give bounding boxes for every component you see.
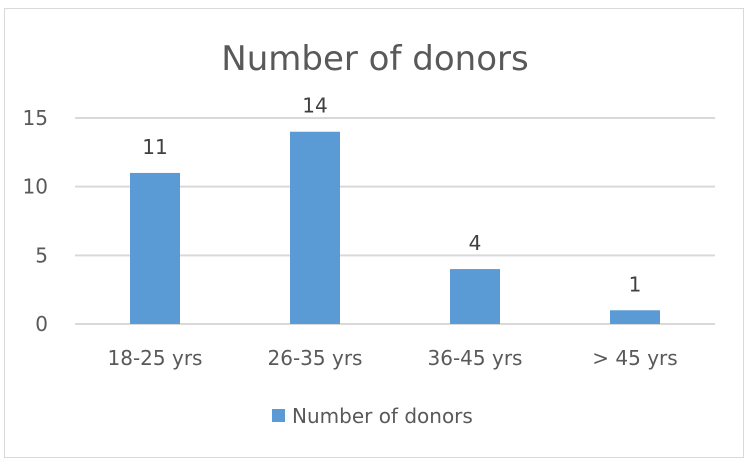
bars — [130, 131, 660, 324]
bar — [290, 131, 340, 324]
data-label: 1 — [629, 272, 642, 296]
data-labels: 11 14 4 1 — [142, 94, 641, 297]
x-axis-ticks: 18-25 yrs 26-35 yrs 36-45 yrs > 45 yrs — [108, 346, 678, 370]
legend-label: Number of donors — [292, 404, 473, 428]
x-tick-label: 26-35 yrs — [268, 346, 363, 370]
chart-frame — [4, 8, 744, 458]
y-tick-label: 5 — [35, 243, 48, 267]
y-tick-label: 10 — [23, 175, 48, 199]
gridlines — [75, 117, 715, 325]
data-label: 11 — [142, 135, 167, 159]
x-tick-label: 36-45 yrs — [428, 346, 523, 370]
x-tick-label: 18-25 yrs — [108, 346, 203, 370]
legend: Number of donors — [272, 404, 473, 428]
y-tick-label: 0 — [35, 312, 48, 336]
chart-title: Number of donors — [221, 39, 528, 79]
bar — [450, 269, 500, 324]
legend-swatch — [272, 409, 285, 422]
x-tick-label: > 45 yrs — [592, 346, 677, 370]
bar — [130, 172, 180, 324]
data-label: 4 — [469, 231, 482, 255]
y-axis-ticks: 0 5 10 15 — [23, 106, 48, 336]
data-label: 14 — [302, 94, 327, 118]
bar — [610, 310, 660, 324]
y-tick-label: 15 — [23, 106, 48, 130]
